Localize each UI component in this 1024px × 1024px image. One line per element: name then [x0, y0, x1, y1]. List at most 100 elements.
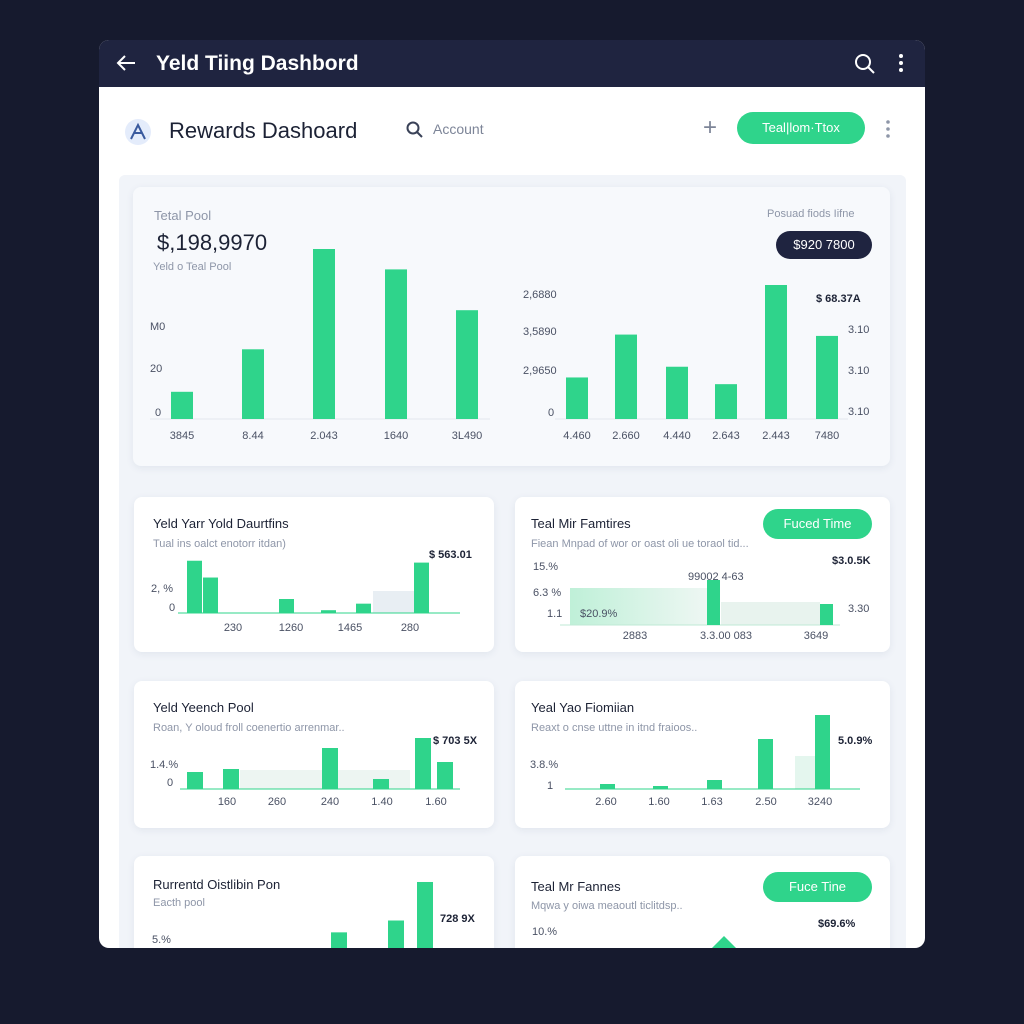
pool-label: Tetal Pool	[154, 208, 212, 223]
axis-label: $3.0.5K	[832, 555, 871, 567]
value-pill: $920 7800	[776, 231, 872, 259]
axis-label: 3.10	[848, 365, 869, 377]
x-label: 240	[321, 796, 339, 808]
axis-label: 3.10	[848, 406, 869, 418]
bar	[566, 377, 588, 419]
x-label: 1.63	[701, 796, 722, 808]
card-title: Yeal Yao Fiomiian	[531, 700, 635, 715]
x-label: 2.50	[755, 796, 776, 808]
card	[515, 856, 890, 948]
axis-label: 5.0.9%	[838, 735, 872, 747]
bar	[653, 786, 668, 789]
add-button[interactable]: +	[703, 114, 718, 141]
bar	[322, 748, 338, 789]
card-button[interactable]: Fuce Tine	[763, 872, 872, 902]
highlight	[795, 756, 815, 789]
x-label: 230	[224, 622, 242, 634]
bar	[313, 249, 335, 419]
bar	[279, 599, 294, 613]
bar	[765, 285, 787, 419]
page-title: Rewards Dashoard	[169, 118, 358, 143]
bar	[187, 560, 202, 613]
bar	[385, 269, 407, 419]
bar	[203, 577, 218, 613]
axis-label: $20.9%	[580, 608, 618, 620]
x-label: 1.40	[371, 796, 392, 808]
right-label: Posuad fiods Iifne	[767, 208, 855, 220]
bar	[820, 604, 833, 625]
bar	[331, 932, 347, 948]
bar	[666, 366, 688, 419]
bar	[715, 384, 737, 419]
x-label: 1.60	[648, 796, 669, 808]
x-label: 3845	[170, 430, 194, 442]
axis-label: 0	[548, 407, 554, 419]
x-label: 2.043	[310, 430, 338, 442]
axis-label: 2, %	[151, 583, 173, 595]
back-icon[interactable]	[115, 53, 137, 73]
search-icon[interactable]	[854, 53, 876, 75]
x-label: 1465	[338, 622, 362, 634]
x-label: 1260	[279, 622, 303, 634]
x-label: 2883	[623, 630, 647, 642]
menu-icon[interactable]	[897, 53, 905, 75]
x-label: 4.440	[663, 430, 691, 442]
x-label: 4.460	[563, 430, 591, 442]
bar	[223, 769, 239, 789]
bar	[415, 738, 431, 789]
axis-label: 728 9X	[440, 913, 476, 925]
x-label: 2.660	[612, 430, 640, 442]
more-icon[interactable]	[884, 119, 892, 139]
x-label: 3.3.00 083	[700, 630, 752, 642]
x-label: 1.60	[425, 796, 446, 808]
card-subtitle: Roan, Y oloud froll coenertio arrenmar..	[153, 722, 345, 734]
x-label: 8.44	[242, 430, 263, 442]
axis-label: 3.10	[848, 324, 869, 336]
card-subtitle: Fiean Mnpad of wor or oast oli ue toraol…	[531, 538, 749, 550]
action-button[interactable]: Teal|lom·Ttox	[737, 112, 865, 144]
card-subtitle: Tual ins oalct enotorr itdan)	[153, 538, 286, 550]
bar	[356, 603, 371, 613]
axis-label: M0	[150, 321, 165, 333]
axis-label: 0	[169, 602, 175, 614]
x-label: 2.60	[595, 796, 616, 808]
bar	[437, 762, 453, 789]
bar	[414, 562, 429, 613]
x-label: 260	[268, 796, 286, 808]
axis-label: 3.8.%	[530, 759, 558, 771]
bar	[242, 349, 264, 419]
bar	[707, 580, 720, 625]
bar	[707, 780, 722, 789]
card-subtitle: Eacth pool	[153, 897, 205, 909]
x-label: 1640	[384, 430, 408, 442]
highlight	[721, 602, 820, 625]
bar	[321, 610, 336, 613]
title-bar: Yeld Tiing Dashbord	[99, 40, 925, 87]
axis-label: 15.%	[533, 561, 558, 573]
search-input[interactable]: Account	[433, 121, 484, 137]
axis-label: $69.6%	[818, 918, 856, 930]
axis-label: 1	[547, 780, 553, 792]
pool-sub: Yeld o Teal Pool	[153, 261, 232, 273]
card	[134, 681, 494, 828]
bar	[815, 715, 830, 789]
bar	[456, 310, 478, 419]
card-title: Teal Mir Famtires	[531, 516, 631, 531]
x-label: 3649	[804, 630, 828, 642]
card-title: Rurrentd Oistlibin Pon	[153, 877, 281, 892]
x-label: 7480	[815, 430, 839, 442]
card-button[interactable]: Fuced Time	[763, 509, 872, 539]
card-title: Yeld Yeench Pool	[153, 700, 254, 715]
bar	[758, 739, 773, 789]
card-subtitle: Mqwa y oiwa meaoutl ticlitdsp..	[531, 900, 683, 912]
axis-label: 1.4.%	[150, 759, 178, 771]
axis-label: 99002 4-63	[688, 571, 744, 583]
axis-label: 0	[167, 777, 173, 789]
shape	[712, 936, 736, 948]
bar	[816, 335, 838, 419]
bar	[600, 784, 615, 789]
search-icon	[406, 121, 423, 138]
x-label: 280	[401, 622, 419, 634]
